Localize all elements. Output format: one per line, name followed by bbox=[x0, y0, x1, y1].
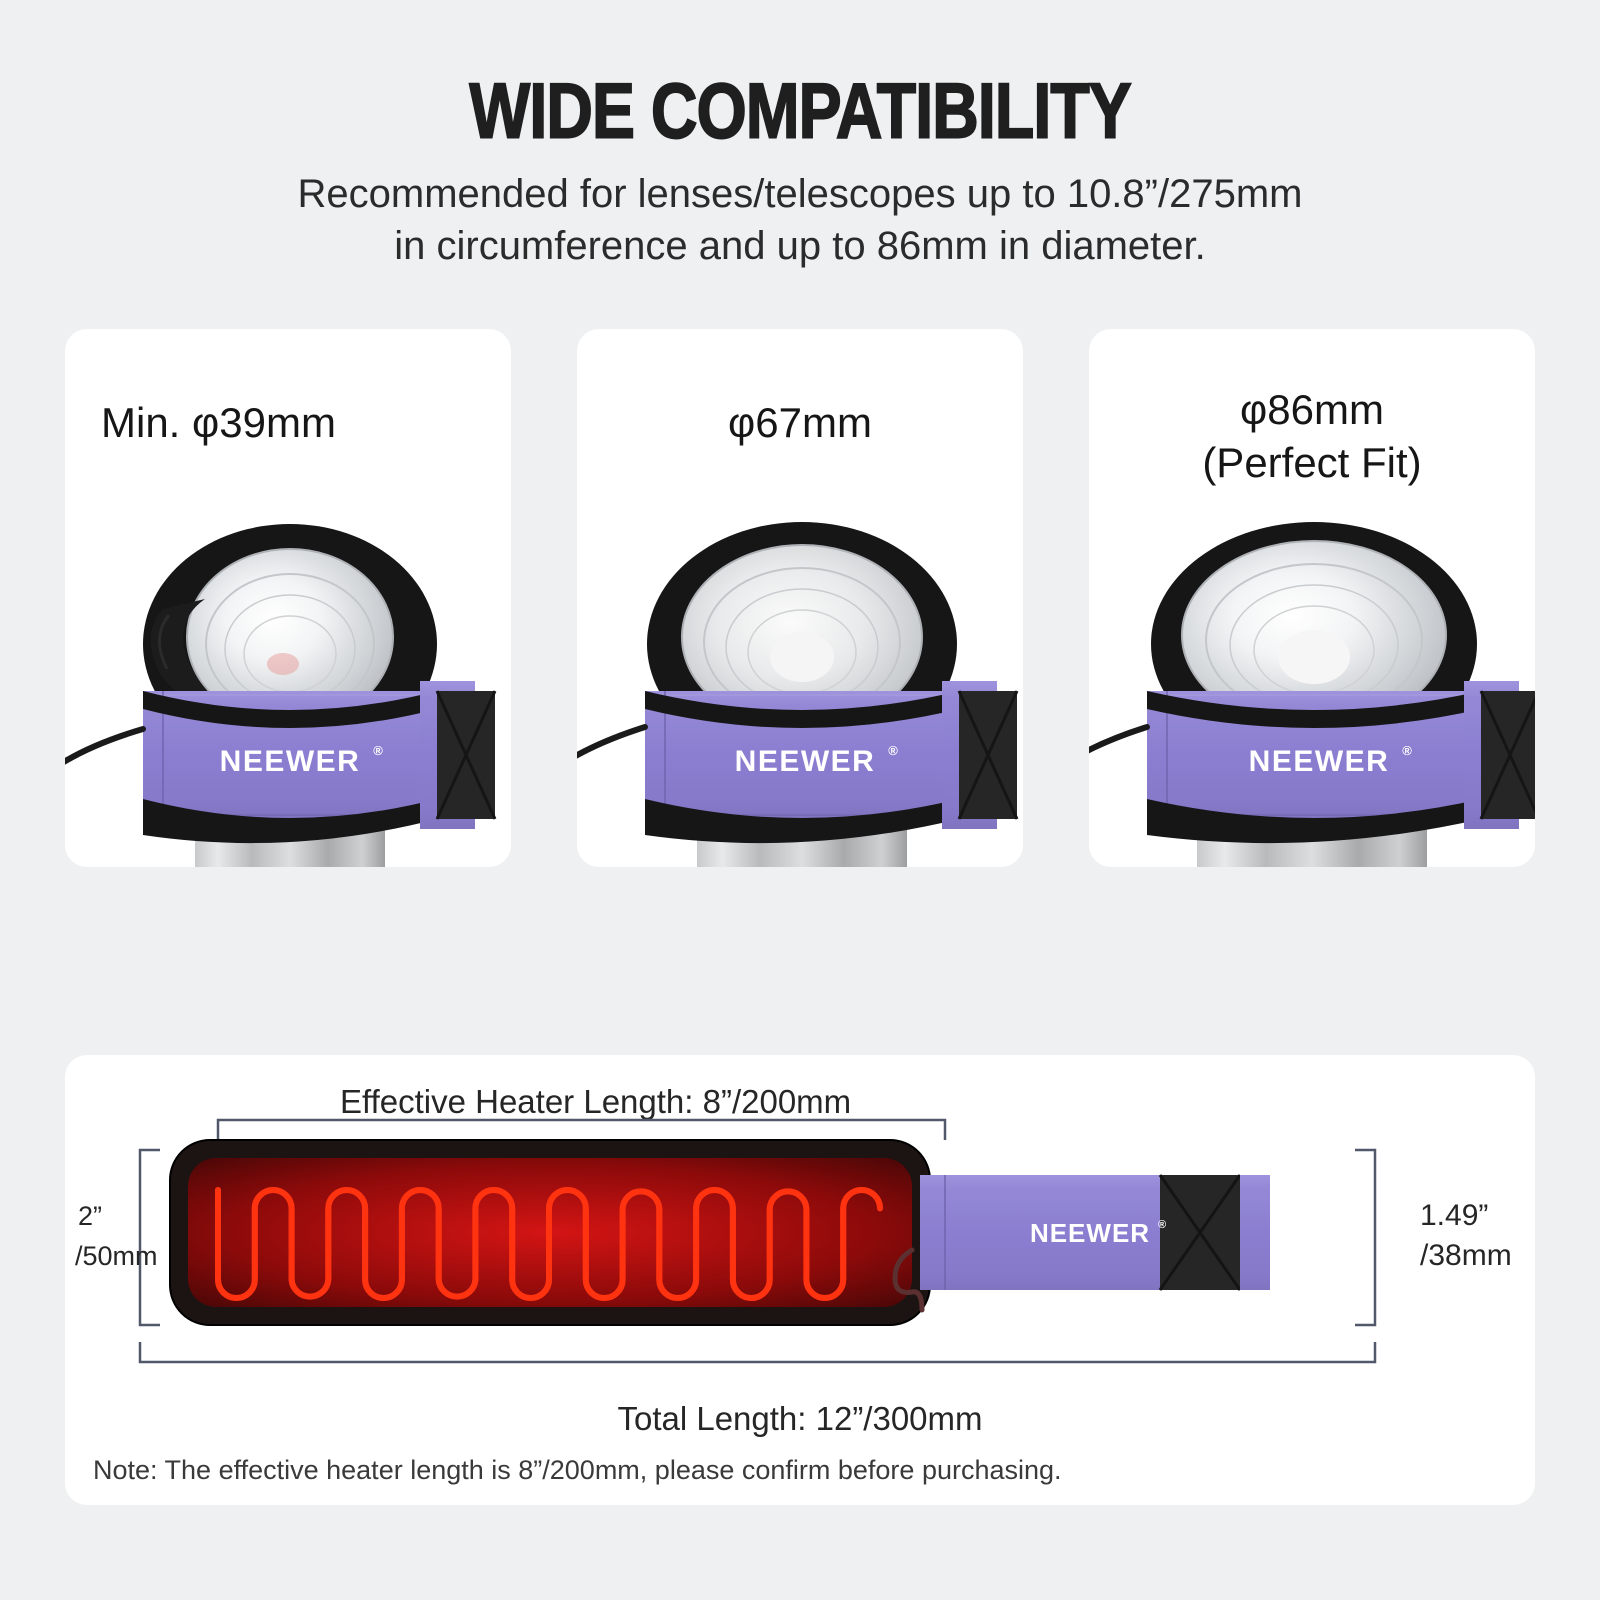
svg-text:2”: 2” bbox=[78, 1201, 102, 1231]
svg-text:NEEWER: NEEWER bbox=[1030, 1218, 1150, 1248]
svg-text:®: ® bbox=[373, 743, 383, 758]
svg-text:NEEWER: NEEWER bbox=[220, 745, 361, 778]
svg-text:1.49”: 1.49” bbox=[1420, 1199, 1488, 1232]
svg-text:®: ® bbox=[1158, 1219, 1166, 1231]
svg-text:/50mm: /50mm bbox=[75, 1241, 158, 1271]
svg-text:/38mm: /38mm bbox=[1420, 1239, 1512, 1272]
svg-text:NEEWER: NEEWER bbox=[735, 745, 876, 778]
svg-text:NEEWER: NEEWER bbox=[1249, 745, 1390, 778]
svg-text:®: ® bbox=[888, 743, 898, 758]
svg-text:®: ® bbox=[1402, 743, 1412, 758]
